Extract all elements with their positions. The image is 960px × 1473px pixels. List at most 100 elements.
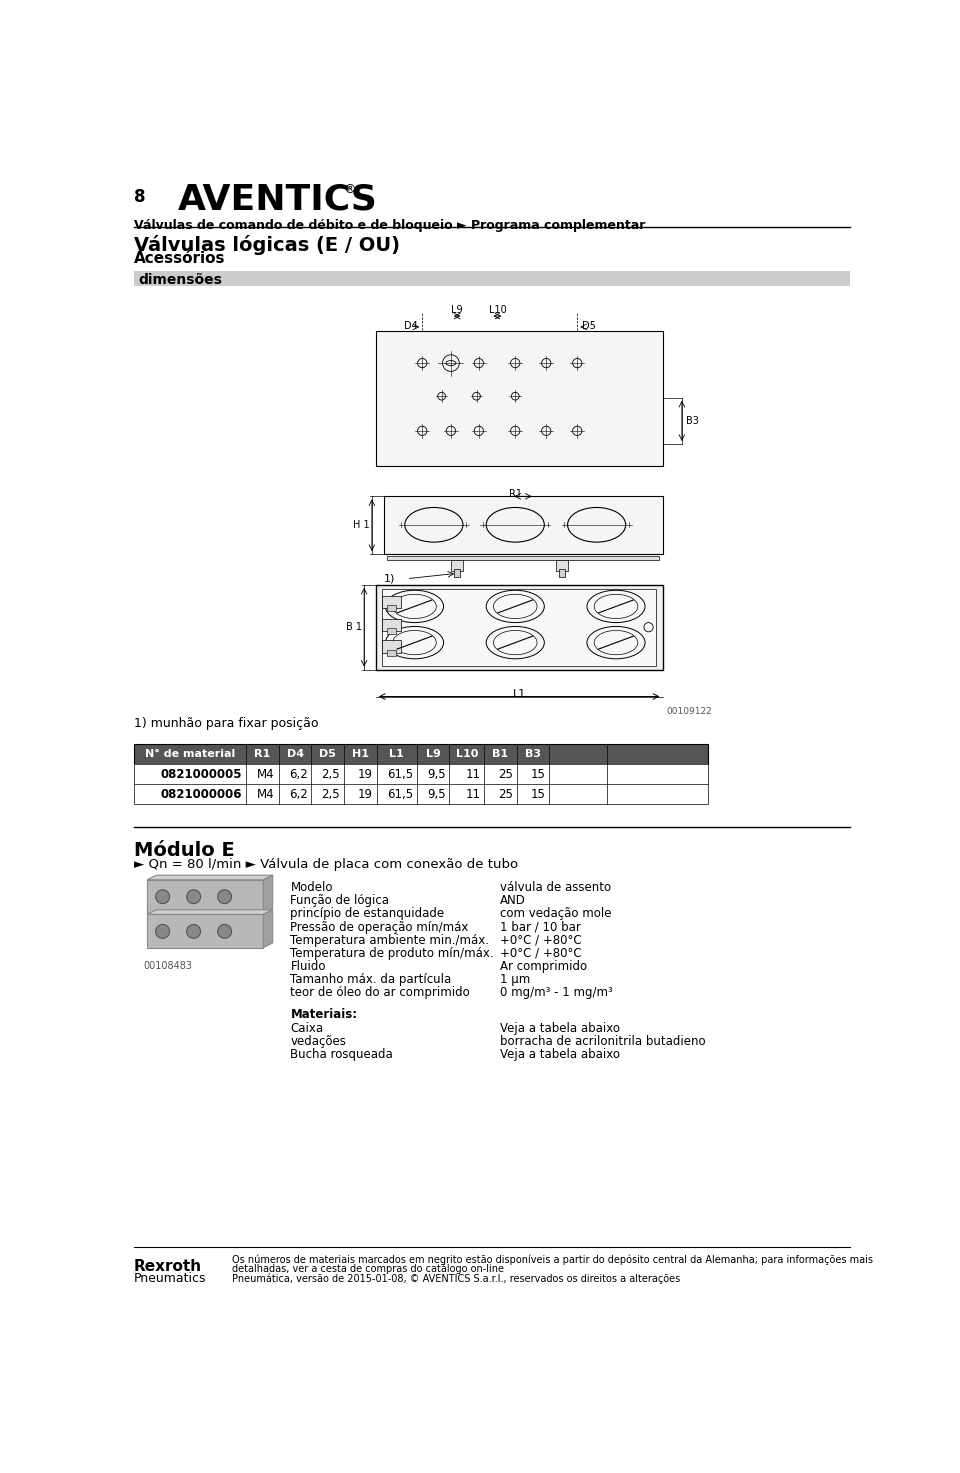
Text: Pressão de operação mín/máx: Pressão de operação mín/máx — [291, 921, 468, 934]
Circle shape — [156, 890, 170, 903]
Text: 2,5: 2,5 — [322, 767, 340, 781]
Text: +0°C / +80°C: +0°C / +80°C — [500, 947, 582, 960]
Text: Veja a tabela abaixo: Veja a tabela abaixo — [500, 1049, 620, 1062]
Text: Rexroth: Rexroth — [134, 1259, 202, 1274]
Text: 15: 15 — [531, 788, 545, 801]
Text: L10: L10 — [456, 750, 478, 759]
Bar — [387, 627, 396, 635]
Text: R1: R1 — [254, 750, 271, 759]
Text: 9,5: 9,5 — [427, 767, 445, 781]
Text: borracha de acrilonitrila butadieno: borracha de acrilonitrila butadieno — [500, 1036, 706, 1049]
Text: 1 µm: 1 µm — [500, 974, 530, 985]
Text: 9,5: 9,5 — [427, 788, 445, 801]
Bar — [134, 784, 708, 804]
Bar — [556, 560, 568, 572]
Circle shape — [186, 890, 201, 903]
Text: teor de óleo do ar comprimido: teor de óleo do ar comprimido — [291, 985, 470, 999]
Text: D5: D5 — [582, 321, 596, 331]
Text: Caixa: Caixa — [291, 1022, 324, 1036]
Text: M4: M4 — [257, 788, 275, 801]
Text: Veja a tabela abaixo: Veja a tabela abaixo — [500, 1022, 620, 1036]
Text: L1: L1 — [513, 689, 526, 698]
Text: Temperatura de produto mín/máx.: Temperatura de produto mín/máx. — [291, 947, 494, 960]
Text: Fluido: Fluido — [291, 960, 326, 972]
Text: L9: L9 — [425, 750, 441, 759]
Bar — [451, 560, 464, 572]
Bar — [147, 879, 263, 913]
Text: detalhadas, ver a cesta de compras do catálogo on-line: detalhadas, ver a cesta de compras do ca… — [232, 1264, 504, 1274]
Text: 61,5: 61,5 — [387, 767, 413, 781]
Bar — [375, 331, 662, 465]
Text: Ar comprimido: Ar comprimido — [500, 960, 587, 972]
Text: B3: B3 — [525, 750, 541, 759]
Text: N° de material: N° de material — [145, 750, 235, 759]
Text: Módulo E: Módulo E — [134, 841, 234, 860]
Text: M4: M4 — [257, 767, 275, 781]
Text: D5: D5 — [320, 750, 336, 759]
Text: 11: 11 — [466, 767, 480, 781]
Bar — [375, 585, 662, 670]
Text: 11: 11 — [466, 788, 480, 801]
Bar — [559, 570, 564, 577]
Text: Materiais:: Materiais: — [291, 1009, 358, 1021]
Bar — [134, 744, 708, 764]
Bar — [454, 570, 460, 577]
Text: 61,5: 61,5 — [387, 788, 413, 801]
Text: 8: 8 — [134, 189, 146, 206]
Bar — [382, 619, 400, 630]
Polygon shape — [263, 910, 273, 947]
Text: 1) munhão para fixar posição: 1) munhão para fixar posição — [134, 717, 319, 731]
Text: R1: R1 — [509, 489, 521, 498]
Text: dimensões: dimensões — [138, 273, 223, 287]
Bar — [382, 595, 400, 608]
Text: vedações: vedações — [291, 1036, 347, 1049]
Text: AND: AND — [500, 894, 526, 907]
Text: com vedação mole: com vedação mole — [500, 907, 612, 921]
Text: D4: D4 — [287, 750, 303, 759]
Bar — [134, 764, 708, 784]
Text: B 1: B 1 — [346, 622, 362, 632]
Circle shape — [186, 925, 201, 938]
Text: H1: H1 — [351, 750, 369, 759]
Bar — [134, 784, 708, 804]
Text: Função de lógica: Função de lógica — [291, 894, 390, 907]
Polygon shape — [147, 875, 273, 879]
Text: H 1: H 1 — [353, 520, 371, 530]
Text: ► Qn = 80 l/min ► Válvula de placa com conexão de tubo: ► Qn = 80 l/min ► Válvula de placa com c… — [134, 859, 518, 871]
Text: Válvulas lógicas (E / OU): Válvulas lógicas (E / OU) — [134, 234, 400, 255]
Text: 6,2: 6,2 — [289, 788, 307, 801]
Text: 00108483: 00108483 — [143, 960, 192, 971]
Circle shape — [218, 925, 231, 938]
Text: AVENTICS: AVENTICS — [179, 183, 378, 217]
Text: Os números de materiais marcados em negrito estão disponíveis a partir do depósi: Os números de materiais marcados em negr… — [232, 1255, 874, 1265]
Text: ®: ® — [344, 183, 356, 196]
Text: 1 bar / 10 bar: 1 bar / 10 bar — [500, 921, 581, 934]
Text: Pneumática, versão de 2015-01-08, © AVENTICS S.a.r.l., reservados os direitos a : Pneumática, versão de 2015-01-08, © AVEN… — [232, 1273, 681, 1284]
Bar — [147, 915, 263, 947]
Text: B1: B1 — [492, 750, 509, 759]
Text: Modelo: Modelo — [291, 881, 333, 894]
Text: +0°C / +80°C: +0°C / +80°C — [500, 934, 582, 947]
Text: L1: L1 — [390, 750, 404, 759]
Text: 00109122: 00109122 — [666, 707, 712, 716]
Text: 19: 19 — [358, 788, 372, 801]
Text: 19: 19 — [358, 767, 372, 781]
Text: B3: B3 — [685, 415, 699, 426]
Bar — [382, 641, 400, 653]
Bar — [383, 496, 662, 554]
Text: 0821000006: 0821000006 — [161, 788, 243, 801]
Text: Acessórios: Acessórios — [134, 252, 226, 267]
Text: 0821000005: 0821000005 — [161, 767, 243, 781]
Bar — [388, 555, 659, 560]
Bar — [387, 605, 396, 611]
Bar — [382, 589, 657, 666]
Circle shape — [156, 925, 170, 938]
Bar — [387, 650, 396, 655]
Polygon shape — [263, 875, 273, 913]
Text: 6,2: 6,2 — [289, 767, 307, 781]
Text: L9: L9 — [451, 305, 463, 315]
Text: 2,5: 2,5 — [322, 788, 340, 801]
Bar — [134, 744, 708, 764]
Text: 25: 25 — [498, 767, 513, 781]
Text: Bucha rosqueada: Bucha rosqueada — [291, 1049, 394, 1062]
